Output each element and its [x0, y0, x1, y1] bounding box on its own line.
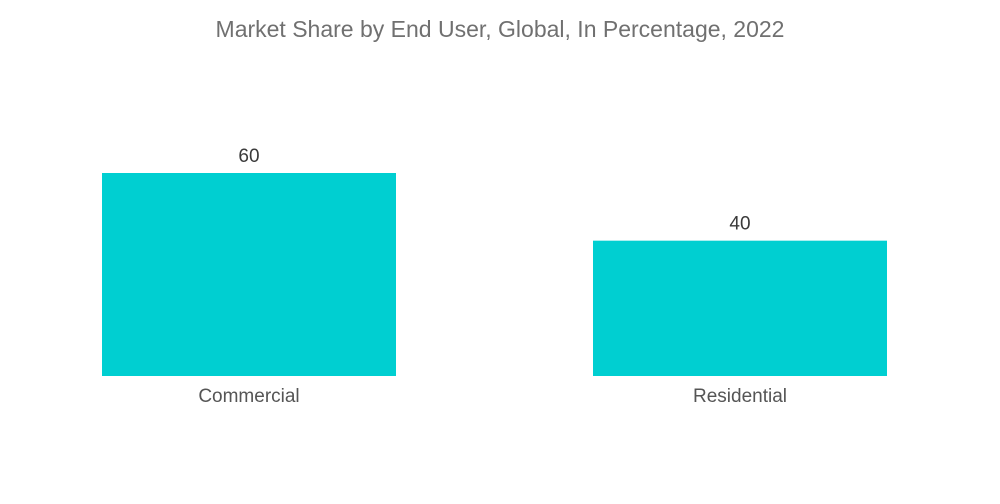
value-label-commercial: 60 — [238, 146, 259, 167]
chart-title: Market Share by End User, Global, In Per… — [215, 16, 785, 42]
bar-residential — [593, 240, 887, 376]
category-label-residential: Residential — [693, 386, 787, 407]
category-label-commercial: Commercial — [198, 386, 299, 407]
value-label-residential: 40 — [729, 214, 750, 235]
bar-commercial — [102, 173, 396, 376]
